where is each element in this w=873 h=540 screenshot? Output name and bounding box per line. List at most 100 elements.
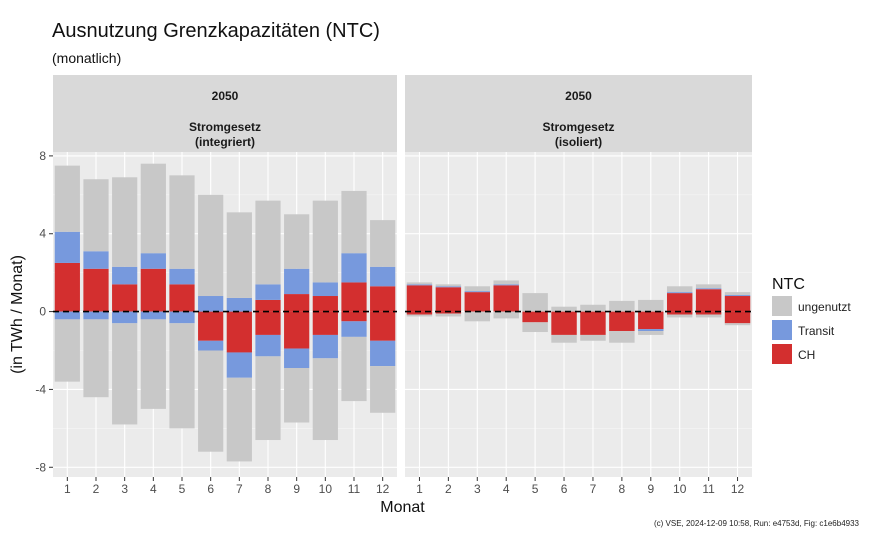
bar-transit xyxy=(140,311,166,320)
bar-ungenutzt xyxy=(580,334,606,341)
bar-ungenutzt xyxy=(638,299,664,312)
y-tick-label: -4 xyxy=(35,382,46,396)
x-tick-label: 8 xyxy=(265,482,272,496)
legend-label-ungenutzt: ungenutzt xyxy=(798,300,851,314)
bar-ungenutzt xyxy=(255,356,281,441)
bar-transit xyxy=(695,288,722,290)
bar-transit xyxy=(112,311,138,324)
bar-transit xyxy=(226,352,252,378)
facet-strip-year: 2050 xyxy=(212,89,239,103)
bar-ch xyxy=(551,311,577,335)
bar-ungenutzt xyxy=(284,368,310,423)
bar-transit xyxy=(83,251,109,269)
x-tick-label: 11 xyxy=(702,482,715,496)
legend-label-ch: CH xyxy=(798,348,815,362)
bar-ungenutzt xyxy=(198,194,224,297)
facet-strip xyxy=(53,75,397,152)
bar-ungenutzt xyxy=(435,313,462,317)
bar-transit xyxy=(284,268,310,295)
legend-swatch-transit xyxy=(772,320,792,340)
bar-ch xyxy=(724,311,751,324)
bar-transit xyxy=(112,266,138,285)
bar-ungenutzt xyxy=(695,314,722,318)
bar-ch xyxy=(112,284,138,312)
bar-ungenutzt xyxy=(112,323,138,425)
bar-ungenutzt xyxy=(493,311,519,319)
bar-ungenutzt xyxy=(83,179,109,252)
bar-ch xyxy=(435,287,462,312)
facet-strip-scenario: Stromgesetz xyxy=(542,120,614,134)
bar-ch xyxy=(341,311,367,322)
bar-transit xyxy=(341,253,367,283)
bar-ungenutzt xyxy=(724,323,751,326)
bar-ungenutzt xyxy=(464,311,491,322)
bar-ch xyxy=(609,311,635,332)
bar-transit xyxy=(638,329,664,332)
facet-strip-variant: (integriert) xyxy=(195,135,255,149)
bar-transit xyxy=(493,284,519,286)
bar-ch xyxy=(464,292,491,312)
facet-strip-scenario: Stromgesetz xyxy=(189,120,261,134)
bar-ch xyxy=(406,285,433,312)
bar-ch xyxy=(370,311,396,341)
bar-ch xyxy=(666,311,693,315)
bar-ungenutzt xyxy=(580,304,606,312)
x-tick-label: 9 xyxy=(293,482,300,496)
x-tick-label: 9 xyxy=(647,482,654,496)
x-tick-label: 5 xyxy=(179,482,186,496)
bar-ungenutzt xyxy=(666,286,693,293)
bar-ch xyxy=(370,286,396,312)
chart-caption: (c) VSE, 2024-12-09 10:58, Run: e4753d, … xyxy=(653,519,859,528)
bar-transit xyxy=(284,348,310,369)
x-tick-label: 3 xyxy=(474,482,481,496)
bar-transit xyxy=(370,340,396,367)
bar-transit xyxy=(341,321,367,337)
facet-strip xyxy=(405,75,752,152)
x-tick-label: 7 xyxy=(236,482,243,496)
bar-transit xyxy=(169,311,195,324)
y-tick-label: 0 xyxy=(39,305,46,319)
bar-ch xyxy=(255,299,281,312)
legend-swatch-ungenutzt xyxy=(772,296,792,316)
y-tick-label: -8 xyxy=(35,460,46,474)
x-tick-label: 2 xyxy=(445,482,452,496)
bar-ungenutzt xyxy=(284,214,310,269)
bar-ungenutzt xyxy=(522,322,548,333)
bar-ch xyxy=(140,268,166,312)
legend-title: NTC xyxy=(772,276,805,293)
x-tick-label: 1 xyxy=(416,482,423,496)
bar-ch xyxy=(638,311,664,330)
bar-transit xyxy=(370,266,396,287)
bar-ungenutzt xyxy=(341,190,367,254)
x-tick-label: 3 xyxy=(121,482,128,496)
x-tick-label: 4 xyxy=(150,482,157,496)
bar-ch xyxy=(312,311,338,335)
panel-background xyxy=(53,152,397,477)
y-axis-title: (in TWh / Monat) xyxy=(9,255,26,374)
x-tick-label: 4 xyxy=(503,482,510,496)
bar-ungenutzt xyxy=(493,280,519,285)
bar-ch xyxy=(580,311,606,335)
x-tick-label: 10 xyxy=(319,482,333,496)
bar-ungenutzt xyxy=(406,314,433,317)
bar-ungenutzt xyxy=(724,292,751,296)
bar-ch xyxy=(522,311,548,323)
bar-transit xyxy=(666,292,693,294)
bar-transit xyxy=(464,291,491,293)
chart-title: Ausnutzung Grenzkapazitäten (NTC) xyxy=(52,20,380,42)
bar-ch xyxy=(54,262,80,312)
bar-ungenutzt xyxy=(551,306,577,312)
bar-ungenutzt xyxy=(435,284,462,287)
bar-ungenutzt xyxy=(464,286,491,292)
bar-transit xyxy=(312,282,338,297)
bar-transit xyxy=(312,334,338,359)
bar-ungenutzt xyxy=(54,165,80,232)
x-tick-label: 11 xyxy=(348,482,361,496)
bar-ungenutzt xyxy=(54,319,80,382)
bar-transit xyxy=(435,286,462,288)
bar-ch xyxy=(312,296,338,312)
bar-ungenutzt xyxy=(666,314,693,318)
bar-ungenutzt xyxy=(198,350,224,452)
bar-ch xyxy=(83,268,109,312)
bar-ungenutzt xyxy=(609,331,635,343)
